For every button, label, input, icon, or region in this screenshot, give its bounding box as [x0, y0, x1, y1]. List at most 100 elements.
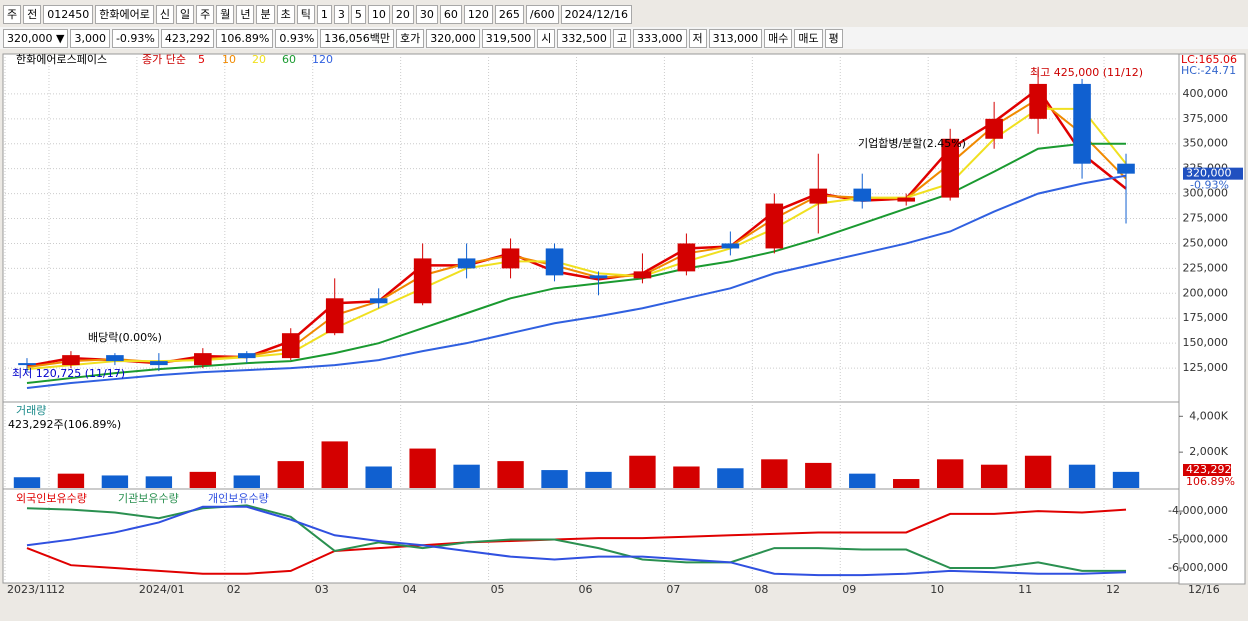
- candle-body: [589, 275, 608, 279]
- volume-bar: [321, 441, 348, 488]
- toolbar-item[interactable]: 1: [316, 4, 332, 24]
- volume-bar: [980, 464, 1008, 488]
- toolbar-item[interactable]: 10: [367, 4, 390, 24]
- volume-bar: [497, 461, 524, 488]
- ma-line: [26, 174, 1127, 390]
- toolbar-item[interactable]: 전: [23, 4, 42, 24]
- candle-body: [325, 298, 344, 334]
- legend-entry: 외국인보유수량: [16, 492, 87, 505]
- volume-bar: [761, 459, 788, 488]
- candle-body: [1117, 163, 1135, 174]
- volume-bar: [189, 471, 217, 488]
- toolbar-item[interactable]: 3: [333, 4, 349, 24]
- toolbar-item[interactable]: /600: [525, 4, 559, 24]
- candle-body: [62, 355, 80, 366]
- toolbar-item[interactable]: 년: [236, 4, 255, 24]
- x-tick-label: 12: [51, 583, 65, 596]
- toolbar-item[interactable]: 주: [196, 4, 215, 24]
- y-tick-label: 150,000: [1183, 336, 1229, 349]
- y-tick-label: 4,000K: [1189, 409, 1228, 422]
- volume-bar: [673, 466, 700, 488]
- candle-body: [369, 298, 388, 304]
- toolbar-item[interactable]: 월: [216, 4, 235, 24]
- toolbar-item: 319,500: [481, 28, 536, 48]
- candle-body: [721, 243, 740, 249]
- toolbar-item[interactable]: 초: [276, 4, 295, 24]
- toolbar-item[interactable]: 한화에어로: [95, 4, 154, 24]
- volume-bar: [805, 462, 832, 488]
- volume-bar: [101, 475, 129, 488]
- last-price-box: [1183, 167, 1243, 180]
- toolbar-item: -0.93%: [111, 28, 159, 48]
- annotation: 배당락(0.00%): [88, 331, 162, 344]
- toolbar-item[interactable]: 틱: [296, 4, 315, 24]
- y-tick-label: 375,000: [1183, 112, 1229, 125]
- toolbar-item[interactable]: 5: [350, 4, 366, 24]
- toolbar-item: 매도: [794, 28, 823, 48]
- toolbar-item[interactable]: 일: [175, 4, 195, 24]
- x-tick-label: 12: [1106, 583, 1120, 596]
- last-change: -0.93%: [1190, 179, 1229, 192]
- x-tick-label: 08: [754, 583, 768, 596]
- toolbar-item[interactable]: 120: [463, 4, 493, 24]
- last-volume-box: [1183, 464, 1231, 476]
- toolbar-item: 106.89%: [216, 28, 274, 48]
- lc-label: LC:165.06: [1181, 53, 1237, 66]
- toolbar-item[interactable]: 주: [3, 4, 22, 24]
- candle-body: [18, 363, 36, 366]
- candle-body: [501, 248, 520, 269]
- candle-body: [985, 118, 1003, 139]
- last-price: 320,000: [1186, 167, 1232, 180]
- toolbar-item: 333,000: [633, 28, 687, 48]
- legend-entry: 5: [198, 53, 205, 66]
- volume-bar: [277, 461, 304, 488]
- volume-bar: [541, 470, 568, 488]
- volume-bar: [849, 473, 876, 488]
- toolbar-item: 3,000: [70, 28, 110, 48]
- y-tick-label: 300,000: [1183, 187, 1229, 200]
- toolbar-item: 320,000 ▼: [3, 28, 69, 48]
- toolbar-item: 136,056백만: [320, 28, 395, 48]
- last-ratio: 106.89%: [1186, 475, 1235, 488]
- toolbar-item[interactable]: 20: [391, 4, 414, 24]
- volume-bar: [233, 475, 260, 488]
- panel-subtitle: 423,292주(106.89%): [8, 418, 121, 431]
- y-tick-label: 400,000: [1183, 87, 1229, 100]
- volume-bar: [57, 473, 85, 488]
- toolbar-item[interactable]: 분: [256, 4, 275, 24]
- y-tick-label: -4,000,000: [1168, 504, 1228, 517]
- toolbar-item: 저: [688, 28, 707, 48]
- x-tick-label: 12/16: [1188, 583, 1220, 596]
- toolbar-item: 320,000: [426, 28, 480, 48]
- candle-body: [853, 188, 872, 202]
- candle-body: [457, 258, 476, 269]
- volume-bar: [893, 479, 920, 488]
- y-tick-label: 125,000: [1183, 361, 1229, 374]
- panel: [2, 488, 1180, 584]
- volume-bar: [13, 477, 41, 488]
- toolbar-item[interactable]: 60: [439, 4, 462, 24]
- candle-body: [1073, 83, 1091, 164]
- y-tick-label: 350,000: [1183, 137, 1229, 150]
- candle-body: [237, 353, 256, 359]
- x-tick-label: 09: [842, 583, 856, 596]
- toolbar-item: 332,500: [557, 28, 611, 48]
- legend-entry: 20: [252, 53, 266, 66]
- legend-entry: 60: [282, 53, 296, 66]
- toolbar-item[interactable]: 신: [155, 4, 174, 24]
- toolbar-item: 시: [537, 28, 556, 48]
- candle-body: [897, 197, 916, 202]
- candle-body: [941, 138, 959, 198]
- y-tick-label: 2,000K: [1189, 445, 1228, 458]
- chart-title: 한화에어로스페이스: [16, 53, 107, 66]
- toolbar-item[interactable]: 2024/12/16: [560, 4, 632, 24]
- candle-body: [633, 271, 652, 279]
- candle-body: [106, 355, 124, 362]
- toolbar-item[interactable]: 30: [415, 4, 438, 24]
- volume-bar: [585, 471, 612, 488]
- toolbar-item[interactable]: 012450: [43, 4, 94, 24]
- candle-body: [194, 353, 212, 366]
- toolbar-item[interactable]: 265: [494, 4, 524, 24]
- x-tick-label: 07: [666, 583, 680, 596]
